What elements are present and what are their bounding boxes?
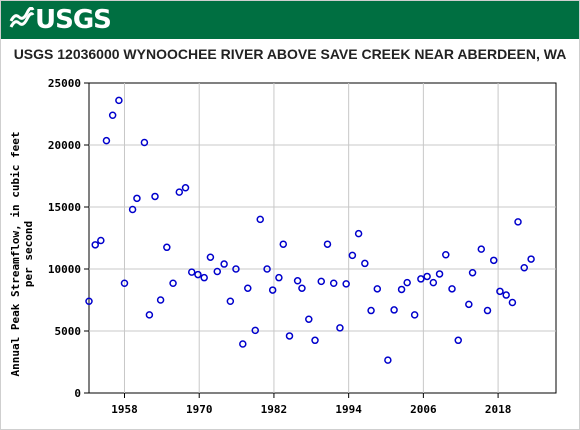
data-point <box>483 306 492 315</box>
data-point <box>454 336 462 345</box>
data-point <box>285 332 294 340</box>
data-point <box>156 296 165 304</box>
plot-area <box>88 82 557 394</box>
chart-title: USGS 12036000 WYNOOCHEE RIVER ABOVE SAVE… <box>13 46 567 62</box>
data-points <box>85 96 535 364</box>
data-point <box>263 265 271 273</box>
data-point <box>489 256 498 265</box>
data-point <box>239 340 247 348</box>
data-point <box>206 253 215 261</box>
data-point <box>226 297 235 305</box>
data-point <box>251 326 260 335</box>
data-point <box>279 240 288 248</box>
data-point <box>390 306 398 314</box>
data-point <box>502 291 510 299</box>
y-tick-label: 25000 <box>48 77 81 90</box>
data-point <box>145 311 154 319</box>
data-point <box>275 273 283 282</box>
y-tick-label: 20000 <box>48 139 81 152</box>
data-point <box>91 241 99 249</box>
data-point <box>417 275 425 283</box>
data-point <box>367 306 375 315</box>
y-tick-label: 15000 <box>48 201 81 214</box>
data-point <box>373 285 382 293</box>
data-point <box>120 279 129 288</box>
x-tick-label: 2018 <box>485 403 512 416</box>
data-point <box>102 136 111 145</box>
data-point <box>468 268 477 277</box>
data-point <box>442 250 450 259</box>
data-point <box>128 205 137 214</box>
data-point <box>410 311 419 319</box>
usgs-logo-text: USGS <box>35 5 112 35</box>
data-point <box>448 285 456 293</box>
data-point <box>361 259 369 268</box>
usgs-wave-icon <box>9 7 35 28</box>
data-point <box>527 255 535 263</box>
x-tick-label: 1958 <box>111 403 138 416</box>
data-point <box>354 229 363 238</box>
data-point <box>514 218 522 226</box>
data-point <box>175 188 184 196</box>
y-axis-label-line1: Annual Peak Streamflow, in cubic feet <box>9 131 22 376</box>
data-point <box>194 270 202 279</box>
data-point <box>305 315 313 323</box>
data-point <box>496 287 504 296</box>
data-point <box>323 240 332 248</box>
usgs-logo[interactable]: USGS <box>9 5 112 35</box>
data-point <box>348 251 357 260</box>
data-point <box>336 324 344 332</box>
data-point <box>85 297 93 305</box>
data-point <box>520 264 528 272</box>
y-axis-label-line2: per second <box>22 221 35 287</box>
data-point <box>508 298 517 307</box>
data-point <box>151 192 159 201</box>
x-tick-label: 1970 <box>186 403 213 416</box>
data-point <box>213 267 222 276</box>
data-point <box>220 260 228 268</box>
data-point <box>342 280 350 288</box>
data-point <box>115 96 123 105</box>
data-point <box>268 286 277 294</box>
data-point <box>97 236 105 245</box>
data-point <box>298 284 306 292</box>
data-point <box>169 279 177 288</box>
data-point <box>317 277 326 286</box>
data-point <box>403 278 411 287</box>
data-point <box>397 285 406 294</box>
data-point <box>163 243 171 252</box>
y-axis-ticks: 0 5000 10000 15000 20000 25000 <box>48 77 89 400</box>
data-point <box>465 300 473 309</box>
x-tick-label: 2006 <box>410 403 437 416</box>
x-axis-ticks: 1958 1970 1982 1994 2006 2018 <box>111 393 511 416</box>
data-point <box>429 278 438 287</box>
data-point <box>244 284 252 292</box>
y-tick-label: 0 <box>74 387 81 400</box>
data-point <box>187 268 196 276</box>
data-point <box>256 215 264 224</box>
data-point <box>423 272 431 281</box>
data-point <box>384 356 392 364</box>
data-point <box>140 138 149 147</box>
grid-lines <box>89 83 556 393</box>
data-point <box>200 273 208 282</box>
data-point <box>181 184 190 192</box>
x-tick-label: 1982 <box>261 403 288 416</box>
data-point <box>108 111 117 119</box>
data-point <box>329 279 338 288</box>
y-tick-label: 10000 <box>48 263 81 276</box>
data-point <box>133 194 141 203</box>
data-point <box>232 265 240 273</box>
x-tick-label: 1994 <box>335 403 362 416</box>
data-point <box>477 245 486 253</box>
usgs-banner: USGS <box>1 1 579 39</box>
data-point <box>311 336 319 345</box>
data-point <box>435 270 444 278</box>
y-tick-label: 5000 <box>55 325 82 338</box>
data-point <box>293 277 302 285</box>
